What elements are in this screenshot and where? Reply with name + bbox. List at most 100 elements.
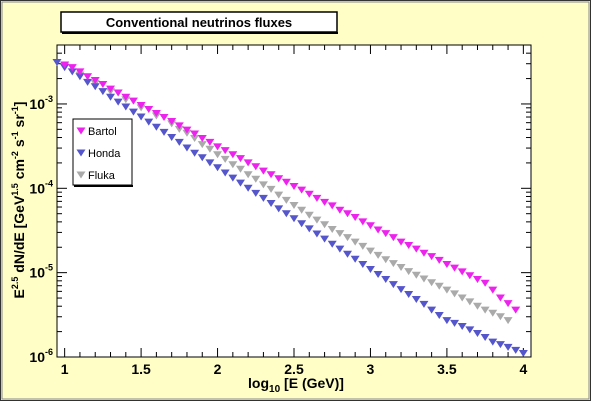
data-point (365, 247, 375, 255)
data-point (495, 294, 505, 302)
data-point (480, 279, 490, 287)
data-point (83, 73, 93, 81)
data-point (228, 151, 238, 159)
y-axis-label-superscript: -1 (10, 131, 20, 139)
data-point (450, 264, 460, 272)
data-point (343, 210, 353, 218)
data-point (235, 179, 245, 187)
data-point (350, 255, 360, 263)
data-point (151, 110, 161, 118)
x-axis-label-log: log (248, 375, 269, 391)
data-point (488, 309, 498, 317)
data-point (312, 230, 322, 238)
data-point (511, 306, 521, 314)
data-point (151, 123, 161, 131)
data-point (358, 218, 368, 226)
y-axis-label-part: cm (11, 159, 27, 183)
data-point (365, 222, 375, 230)
legend-label: Bartol (88, 126, 117, 138)
data-point (480, 334, 490, 342)
legend-item-fluka: Fluka (76, 170, 116, 182)
y-axis-label-superscript: -1 (10, 106, 20, 114)
data-point (159, 114, 169, 122)
chart-title: Conventional neutrinos fluxes (106, 15, 292, 30)
data-point (419, 300, 429, 308)
data-point (457, 294, 467, 302)
data-point (197, 134, 207, 142)
data-point (90, 83, 100, 91)
data-point (289, 183, 299, 191)
data-point (472, 302, 482, 310)
data-point (427, 306, 437, 314)
data-point (121, 93, 131, 101)
data-point (411, 245, 421, 253)
data-point (106, 93, 116, 101)
data-point (457, 322, 467, 330)
x-tick-label: 3.5 (437, 361, 457, 377)
y-tick-exponent: -5 (45, 263, 53, 273)
data-point (465, 326, 475, 334)
plot-area (56, 44, 532, 358)
legend-label: Honda (88, 148, 121, 160)
data-point (266, 200, 276, 208)
data-point (98, 88, 108, 96)
data-point (427, 279, 437, 287)
data-point (274, 191, 284, 199)
legend-items: Bartol Honda Fluka (76, 126, 121, 182)
data-point (373, 251, 383, 259)
data-point (335, 245, 345, 253)
data-point (136, 101, 146, 109)
data-point (495, 313, 505, 321)
y-tick-base: 10 (29, 265, 45, 281)
data-point (304, 190, 314, 198)
data-point (411, 296, 421, 304)
data-point (442, 317, 452, 325)
data-point (472, 329, 482, 337)
data-point (113, 98, 123, 106)
x-axis-label-rest: [E (GeV)] (280, 375, 344, 391)
data-point (388, 281, 398, 289)
data-point (442, 260, 452, 268)
data-point (450, 290, 460, 298)
data-point (350, 238, 360, 246)
data-point (121, 103, 131, 111)
y-axis-label-superscript: 1.5 (10, 183, 20, 196)
y-axis-label-superscript: -2 (10, 151, 20, 159)
data-point (503, 317, 513, 325)
data-point (98, 81, 108, 89)
data-point (320, 198, 330, 206)
data-point (266, 185, 276, 193)
data-point (472, 275, 482, 283)
data-point (381, 256, 391, 264)
data-point (144, 105, 154, 113)
data-point (167, 134, 177, 142)
data-point (404, 291, 414, 299)
data-point (213, 143, 223, 151)
x-tick-label: 3 (367, 361, 375, 377)
data-point (220, 155, 230, 163)
y-tick-label: 10-5 (29, 263, 53, 281)
x-tick-label: 1 (61, 361, 69, 377)
data-point (442, 286, 452, 294)
data-point (434, 282, 444, 290)
data-point (128, 97, 138, 105)
data-point (312, 194, 322, 202)
data-point (320, 235, 330, 243)
y-tick-label: 10-4 (29, 178, 53, 196)
data-markers (52, 59, 528, 358)
data-point (396, 286, 406, 294)
data-point (258, 194, 268, 202)
data-point (258, 181, 268, 189)
y-tick-exponent: -4 (45, 178, 53, 188)
data-point (419, 249, 429, 257)
data-point (83, 78, 93, 86)
x-tick-label: 2 (214, 361, 222, 377)
data-point (320, 221, 330, 229)
data-point (75, 73, 85, 81)
data-point (450, 319, 460, 327)
y-axis-label: E2.5 dN/dE [GeV1.5 cm-2 s-1 sr-1] (10, 102, 27, 299)
data-point (182, 144, 192, 152)
data-point (220, 169, 230, 177)
data-point (335, 206, 345, 214)
